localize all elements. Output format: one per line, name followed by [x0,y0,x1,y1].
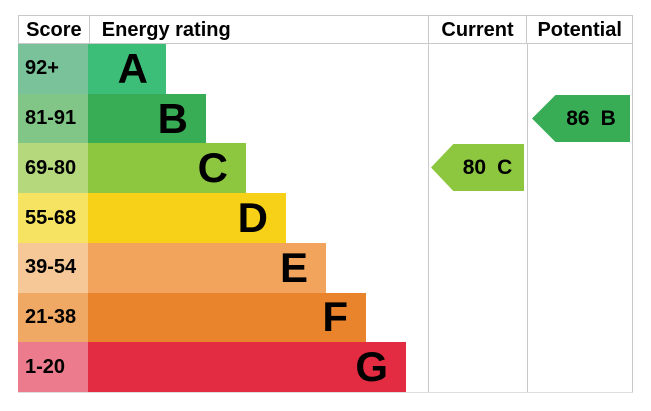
band-letter-g: G [355,343,388,391]
band-row-e: 39-54 E [18,242,428,293]
band-rows: 92+ A 81-91 B 69-80 C 55-68 D 39-54 E 21-38 F 1-20 G [18,44,428,393]
band-bar-a: A [88,44,166,94]
score-range-f: 21-38 [18,292,88,343]
band-bar-e: E [88,242,326,293]
header-potential: Potential [526,16,632,43]
band-row-c: 69-80 C [18,143,428,194]
potential-rating-arrow: 86 B [532,95,630,142]
band-row-a: 92+ A [18,44,428,94]
band-row-d: 55-68 D [18,193,428,243]
chart-header: Score Energy rating Current Potential [18,15,633,44]
band-letter-b: B [157,94,188,142]
band-bar-b: B [88,93,206,144]
current-rating-score: 80 [462,156,487,179]
band-letter-f: F [322,293,348,341]
band-row-f: 21-38 F [18,292,428,343]
potential-rating-score: 86 [566,107,590,130]
band-letter-a: A [117,44,148,92]
band-bar-g: G [88,342,406,393]
band-bar-c: C [88,143,246,194]
divider-bottom-edge [18,392,633,393]
header-score: Score [26,18,82,41]
band-row-g: 1-20 G [18,342,428,393]
band-bar-d: D [88,193,286,243]
band-letter-d: D [237,194,268,242]
band-letter-e: E [279,243,308,291]
score-range-g: 1-20 [18,342,88,393]
band-row-b: 81-91 B [18,93,428,144]
score-range-c: 69-80 [18,143,88,194]
score-range-b: 81-91 [18,93,88,144]
potential-rating-grade: B [600,107,616,130]
epc-rating-chart: Score Energy rating Current Potential 92… [18,15,633,393]
current-rating-arrow: 80 C [431,144,524,191]
divider-potential-column [527,44,528,393]
header-current: Current [427,16,527,43]
score-range-a: 92+ [18,44,88,94]
header-energy-rating: Energy rating [88,16,428,43]
divider-current-column [428,44,429,393]
divider-right-edge [632,44,633,393]
score-range-e: 39-54 [18,242,88,293]
current-rating-grade: C [497,156,513,179]
score-range-d: 55-68 [18,193,88,243]
band-letter-c: C [197,144,228,192]
band-bar-f: F [88,292,366,343]
